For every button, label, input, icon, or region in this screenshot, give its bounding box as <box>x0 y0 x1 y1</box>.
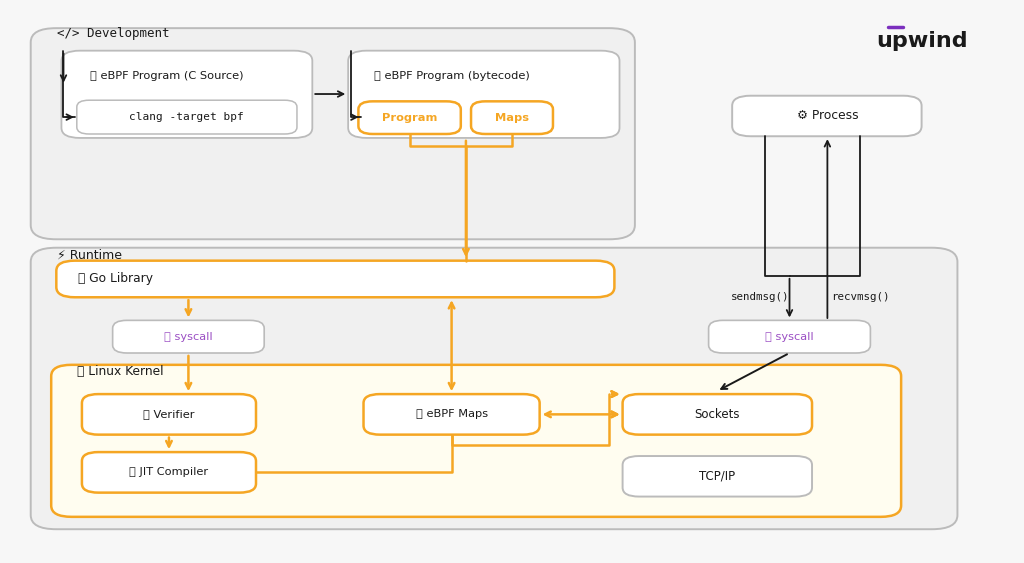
Text: recvmsg(): recvmsg() <box>831 292 890 302</box>
FancyBboxPatch shape <box>31 248 957 529</box>
FancyBboxPatch shape <box>732 96 922 136</box>
Text: Maps: Maps <box>495 113 529 123</box>
FancyBboxPatch shape <box>51 365 901 517</box>
FancyBboxPatch shape <box>471 101 553 134</box>
FancyBboxPatch shape <box>709 320 870 353</box>
Text: sendmsg(): sendmsg() <box>731 292 790 302</box>
Text: 🐧 Linux Kernel: 🐧 Linux Kernel <box>77 365 163 378</box>
Text: 📞 syscall: 📞 syscall <box>164 332 213 342</box>
Text: ⚡ Runtime: ⚡ Runtime <box>57 248 122 262</box>
Text: 🛡 Verifier: 🛡 Verifier <box>143 409 195 419</box>
Text: 💾 eBPF Maps: 💾 eBPF Maps <box>416 409 487 419</box>
Text: upwind: upwind <box>877 30 968 51</box>
Text: ⚙ Process: ⚙ Process <box>797 109 858 123</box>
Text: </> Development: </> Development <box>57 27 170 41</box>
Text: 🦱 JIT Compiler: 🦱 JIT Compiler <box>129 467 209 477</box>
FancyBboxPatch shape <box>82 394 256 435</box>
FancyBboxPatch shape <box>31 28 635 239</box>
Text: Sockets: Sockets <box>694 408 739 421</box>
FancyBboxPatch shape <box>348 51 620 138</box>
FancyBboxPatch shape <box>623 456 812 497</box>
FancyBboxPatch shape <box>61 51 312 138</box>
FancyBboxPatch shape <box>77 100 297 134</box>
FancyBboxPatch shape <box>113 320 264 353</box>
Text: 🦸 Go Library: 🦸 Go Library <box>78 272 153 285</box>
FancyBboxPatch shape <box>56 261 614 297</box>
Text: Program: Program <box>382 113 437 123</box>
FancyBboxPatch shape <box>623 394 812 435</box>
FancyBboxPatch shape <box>364 394 540 435</box>
Text: TCP/IP: TCP/IP <box>698 470 735 483</box>
Text: 📄 eBPF Program (C Source): 📄 eBPF Program (C Source) <box>90 71 244 81</box>
Text: 📄 eBPF Program (bytecode): 📄 eBPF Program (bytecode) <box>374 71 529 81</box>
FancyBboxPatch shape <box>82 452 256 493</box>
FancyBboxPatch shape <box>358 101 461 134</box>
Text: clang -target bpf: clang -target bpf <box>129 112 244 122</box>
Text: 📞 syscall: 📞 syscall <box>765 332 814 342</box>
